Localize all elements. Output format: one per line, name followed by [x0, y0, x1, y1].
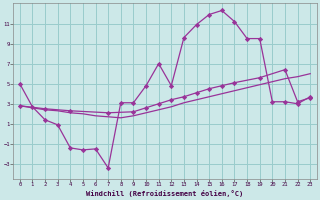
X-axis label: Windchill (Refroidissement éolien,°C): Windchill (Refroidissement éolien,°C) — [86, 190, 244, 197]
